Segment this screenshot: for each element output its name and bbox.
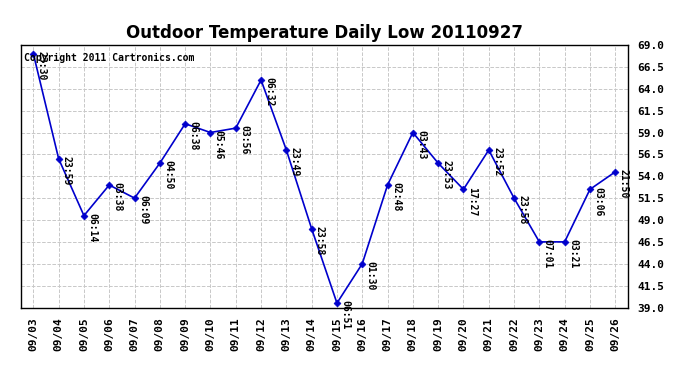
Text: 23:59: 23:59 <box>62 156 72 185</box>
Title: Outdoor Temperature Daily Low 20110927: Outdoor Temperature Daily Low 20110927 <box>126 24 523 42</box>
Text: 23:58: 23:58 <box>315 226 325 255</box>
Text: 06:32: 06:32 <box>264 77 275 106</box>
Text: 23:58: 23:58 <box>518 195 527 225</box>
Text: 03:43: 03:43 <box>416 130 426 159</box>
Text: 23:30: 23:30 <box>37 51 47 80</box>
Text: 03:06: 03:06 <box>593 187 603 216</box>
Text: 07:01: 07:01 <box>542 239 553 268</box>
Text: 06:14: 06:14 <box>87 213 97 242</box>
Text: 04:50: 04:50 <box>163 160 173 190</box>
Text: 01:30: 01:30 <box>366 261 375 290</box>
Text: 23:52: 23:52 <box>492 147 502 177</box>
Text: 21:50: 21:50 <box>618 169 629 198</box>
Text: 03:21: 03:21 <box>568 239 578 268</box>
Text: 17:27: 17:27 <box>466 187 477 216</box>
Text: 06:38: 06:38 <box>188 121 199 150</box>
Text: 06:09: 06:09 <box>138 195 148 225</box>
Text: Copyright 2011 Cartronics.com: Copyright 2011 Cartronics.com <box>23 53 194 63</box>
Text: 23:53: 23:53 <box>442 160 451 190</box>
Text: 06:51: 06:51 <box>340 300 351 330</box>
Text: 02:48: 02:48 <box>391 182 401 212</box>
Text: 03:56: 03:56 <box>239 125 249 155</box>
Text: 05:46: 05:46 <box>214 130 224 159</box>
Text: 23:49: 23:49 <box>290 147 299 177</box>
Text: 03:38: 03:38 <box>112 182 123 212</box>
